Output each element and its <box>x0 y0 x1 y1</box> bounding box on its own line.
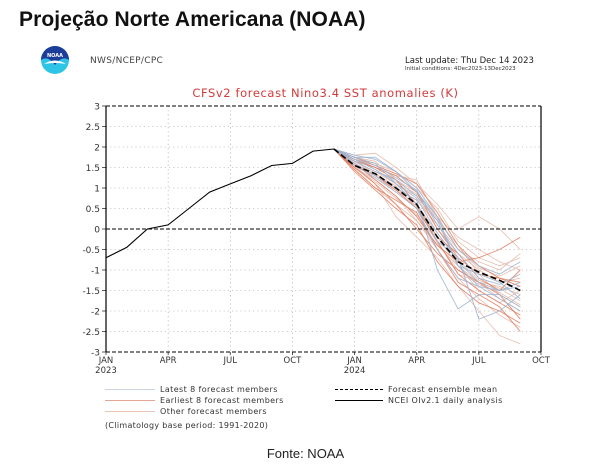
xtick-label: JUL <box>471 356 486 366</box>
axes: 32.521.510.50-0.5-1-1.5-2-2.5-3JAN2023AP… <box>82 103 550 377</box>
legend-item-observed: NCEI OIv2.1 daily analysis <box>335 396 503 405</box>
latest-member-line <box>333 148 521 285</box>
climatology-note: (Climatology base period: 1991-2020) <box>105 421 269 430</box>
other-member-line <box>333 148 521 250</box>
ytick-label: -1 <box>91 267 100 277</box>
legend-swatch-earliest <box>105 400 155 401</box>
ytick-label: -2 <box>91 308 100 318</box>
page-title: Projeção Norte Americana (NOAA) <box>19 8 366 31</box>
latest-member-line <box>333 148 521 291</box>
observed-analysis-line <box>105 148 334 259</box>
earliest-member-line <box>333 148 521 287</box>
ytick-label: -0.5 <box>82 246 100 256</box>
xtick-label: JAN <box>346 356 362 366</box>
legend-item-earliest: Earliest 8 forecast members <box>105 396 284 405</box>
ytick-label: 1.5 <box>86 164 100 174</box>
xtick-year-label: 2023 <box>95 366 117 376</box>
legend-item-latest: Latest 8 forecast members <box>105 385 278 394</box>
ytick-label: 2 <box>94 144 100 154</box>
legend-label: NCEI OIv2.1 daily analysis <box>388 396 503 405</box>
legend-swatch-mean <box>335 389 383 390</box>
xtick-label: JAN <box>98 356 114 366</box>
xtick-label: APR <box>160 356 177 366</box>
ytick-label: 0.5 <box>86 205 100 215</box>
ytick-label: 0 <box>94 226 100 236</box>
legend-swatch-latest <box>105 389 155 390</box>
earliest-member-line <box>333 148 521 332</box>
earliest-members <box>333 148 521 332</box>
other-member-line <box>333 148 521 312</box>
logo-text: NOAA <box>47 53 63 59</box>
latest-members <box>333 148 521 320</box>
earliest-member-line <box>333 148 521 324</box>
earliest-member-line <box>333 148 521 283</box>
earliest-member-line <box>333 148 521 316</box>
ytick-label: 1 <box>94 185 100 195</box>
ytick-label: 3 <box>94 103 100 113</box>
xtick-label: JUL <box>223 356 238 366</box>
initial-conditions: Initial conditions: 4Dec2023-13Dec2023 <box>405 66 516 72</box>
ytick-label: 2.5 <box>86 123 100 133</box>
legend-label: Earliest 8 forecast members <box>160 396 284 405</box>
legend-swatch-other <box>105 411 155 412</box>
xtick-label: OCT <box>284 356 303 366</box>
legend-label: Forecast ensemble mean <box>388 385 498 394</box>
xtick-label: OCT <box>532 356 551 366</box>
ensemble-mean-line <box>333 148 521 292</box>
noaa-logo-icon: NOAA <box>41 46 69 74</box>
agency-label: NWS/NCEP/CPC <box>90 56 164 66</box>
xtick-label: APR <box>408 356 425 366</box>
source-caption: Fonte: NOAA <box>266 446 345 461</box>
latest-member-line <box>333 148 521 275</box>
chart-title: CFSv2 forecast Nino3.4 SST anomalies (K) <box>192 86 459 100</box>
legend-item-mean: Forecast ensemble mean <box>335 385 498 394</box>
legend-swatch-observed <box>335 400 383 401</box>
last-update: Last update: Thu Dec 14 2023 <box>405 56 534 66</box>
legend-label: Latest 8 forecast members <box>160 385 278 394</box>
main-series <box>105 148 521 292</box>
latest-member-line <box>333 148 521 300</box>
legend-label: Other forecast members <box>160 407 267 416</box>
latest-member-line <box>333 148 521 320</box>
ytick-label: -2.5 <box>82 328 100 338</box>
ytick-label: -3 <box>91 349 100 359</box>
legend-item-other: Other forecast members <box>105 407 267 416</box>
xtick-year-label: 2024 <box>344 366 366 376</box>
ytick-label: -1.5 <box>82 287 100 297</box>
